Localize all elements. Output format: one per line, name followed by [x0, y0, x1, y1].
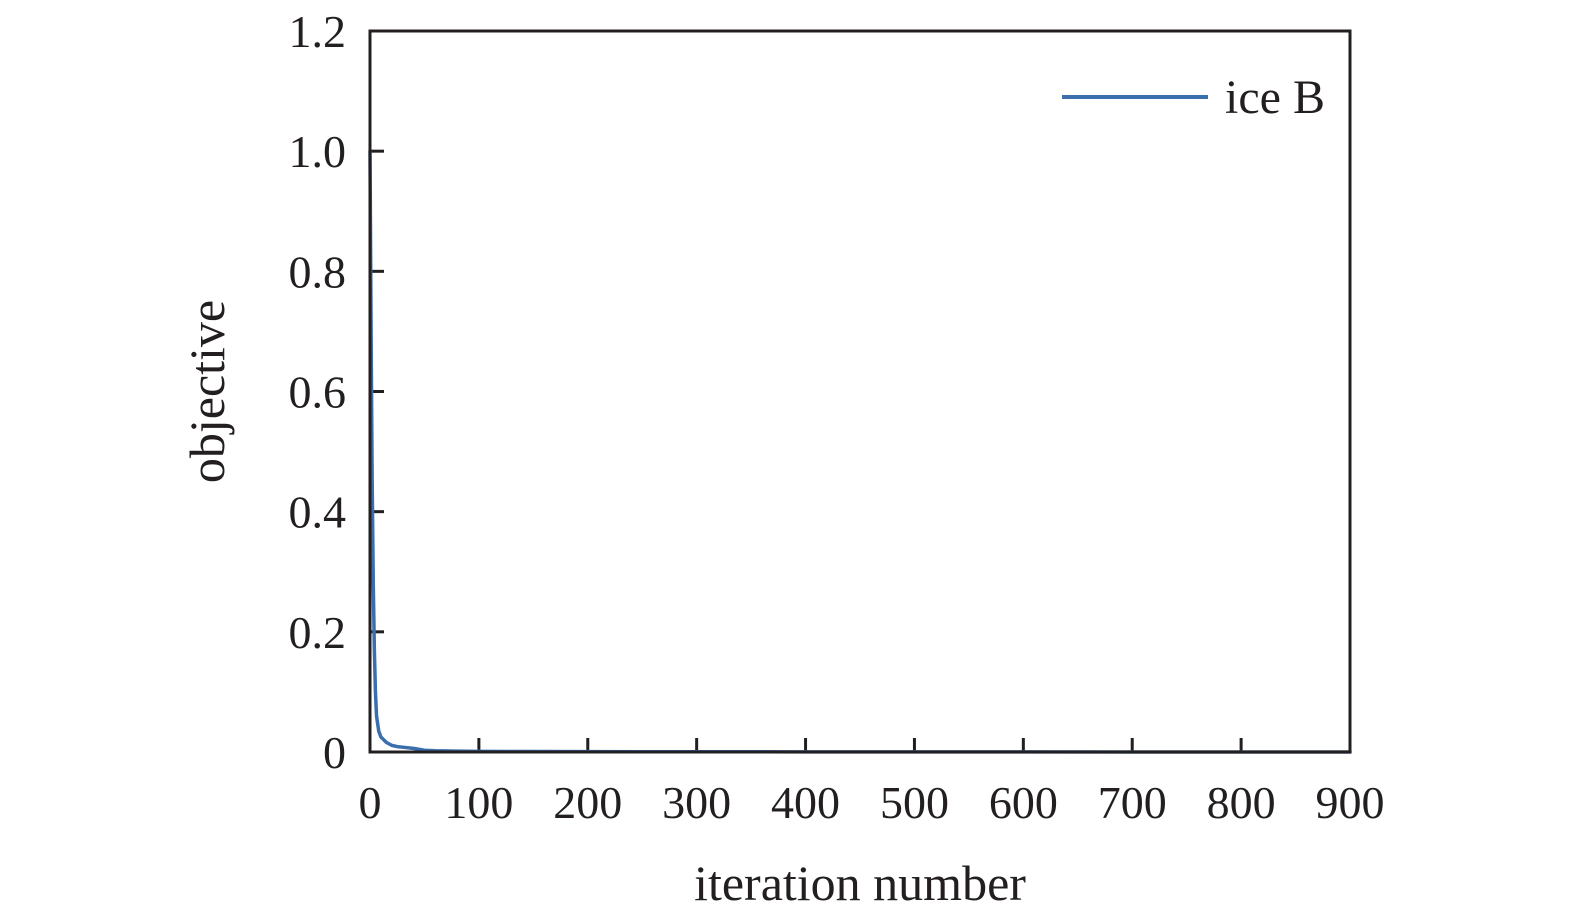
y-tick-label: 1.0	[289, 126, 347, 177]
x-tick-label: 500	[880, 777, 949, 828]
y-axis-ticks: 0 0.2 0.4 0.6 0.8 1.0 1.2	[289, 6, 384, 778]
legend-label: ice B	[1225, 71, 1325, 124]
x-tick-label: 300	[662, 777, 731, 828]
x-tick-label: 0	[359, 777, 382, 828]
y-tick-label: 0.6	[289, 367, 347, 418]
x-tick-label: 600	[989, 777, 1058, 828]
legend: ice B	[1062, 71, 1325, 124]
y-tick-label: 0	[323, 727, 346, 778]
y-tick-label: 0.2	[289, 607, 347, 658]
x-tick-label: 400	[771, 777, 840, 828]
series-layer	[368, 149, 1352, 754]
y-tick-label: 1.2	[289, 6, 347, 57]
x-axis-ticks: 0 100 200 300 400 500 600 700 800 900	[359, 738, 1385, 828]
x-tick-label: 100	[444, 777, 513, 828]
plot-area-frame	[368, 29, 1352, 754]
x-axis-label: iteration number	[694, 855, 1026, 911]
y-axis-label: objective	[179, 300, 235, 483]
y-tick-label: 0.4	[289, 487, 347, 538]
series-line-0	[368, 149, 1352, 754]
y-tick-label: 0.8	[289, 246, 347, 297]
x-tick-label: 200	[553, 777, 622, 828]
x-tick-label: 800	[1207, 777, 1276, 828]
x-tick-label: 700	[1098, 777, 1167, 828]
x-tick-label: 900	[1316, 777, 1385, 828]
